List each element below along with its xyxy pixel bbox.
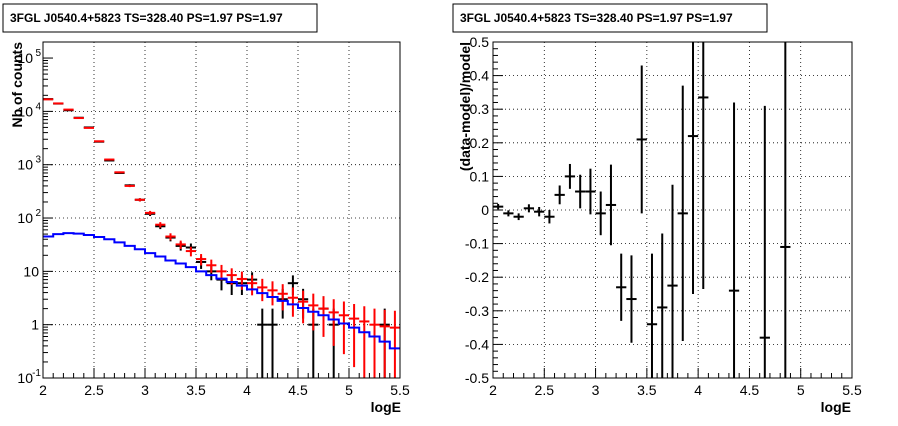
x-tick-label: 2.5 [84, 382, 104, 398]
x-tick-label: 5 [797, 382, 805, 398]
x-tick-label: 4 [694, 382, 702, 398]
model-sum-point [114, 171, 124, 173]
y-tick-label: 10 [17, 370, 33, 386]
counts-title: 3FGL J0540.4+5823 TS=328.40 PS=1.97 PS=1… [10, 11, 283, 25]
y-tick-label: 10 [17, 157, 33, 173]
x-tick-label: 4 [243, 382, 251, 398]
y-tick-exponent: 3 [35, 155, 41, 166]
model-sum-point [125, 185, 135, 187]
x-tick-label: 5.5 [842, 382, 862, 398]
model-sum-point [94, 141, 104, 142]
y-tick-exponent: 5 [35, 48, 41, 59]
residual-x-axis-label: logE [821, 399, 851, 415]
y-tick-exponent: 2 [35, 208, 41, 219]
y-tick-exponent: -1 [32, 368, 41, 379]
x-tick-label: 3 [141, 382, 149, 398]
x-tick-label: 2.5 [535, 382, 555, 398]
y-tick-label: -0.3 [465, 303, 489, 319]
x-tick-label: 5 [345, 382, 353, 398]
y-tick-label: 10 [17, 210, 33, 226]
model-sum-point [104, 159, 114, 160]
model-sum-point [84, 128, 94, 129]
residual-y-axis-label: (data-model)/model [457, 42, 473, 171]
y-tick-label: 10 [23, 263, 39, 279]
y-tick-label: -0.2 [465, 269, 489, 285]
x-tick-label: 4.5 [288, 382, 308, 398]
residual-title: 3FGL J0540.4+5823 TS=328.40 PS=1.97 PS=1… [460, 11, 733, 25]
x-tick-label: 5.5 [390, 382, 410, 398]
x-tick-label: 3.5 [637, 382, 657, 398]
x-tick-label: 2 [39, 382, 47, 398]
x-tick-label: 3 [592, 382, 600, 398]
y-tick-label: -0.5 [465, 370, 489, 386]
x-tick-label: 2 [489, 382, 497, 398]
counts-x-axis-label: logE [371, 399, 401, 415]
y-tick-label: -0.1 [465, 236, 489, 252]
x-tick-label: 4.5 [740, 382, 760, 398]
y-tick-label: 0 [481, 202, 489, 218]
counts-y-axis-label: Nb of counts [9, 42, 25, 128]
y-tick-label: -0.4 [465, 336, 489, 352]
y-tick-label: 1 [31, 317, 39, 333]
model-sum-point [74, 118, 84, 119]
y-tick-exponent: 4 [35, 101, 41, 112]
x-tick-label: 3.5 [186, 382, 206, 398]
